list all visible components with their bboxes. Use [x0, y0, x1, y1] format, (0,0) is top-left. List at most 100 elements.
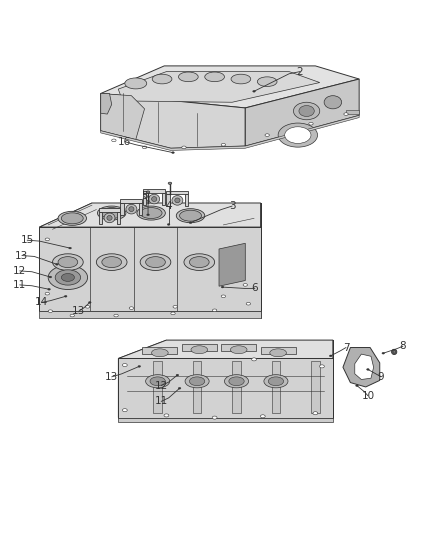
Ellipse shape	[205, 72, 224, 82]
Ellipse shape	[145, 375, 170, 388]
Text: 3: 3	[229, 201, 236, 211]
Polygon shape	[143, 189, 165, 193]
Polygon shape	[99, 212, 102, 224]
Ellipse shape	[164, 414, 169, 417]
Polygon shape	[118, 418, 333, 422]
Ellipse shape	[150, 377, 166, 386]
Polygon shape	[118, 340, 166, 418]
Ellipse shape	[129, 307, 134, 310]
Ellipse shape	[55, 270, 81, 285]
Ellipse shape	[138, 366, 141, 367]
Ellipse shape	[122, 364, 127, 367]
Polygon shape	[166, 340, 333, 398]
Ellipse shape	[172, 152, 174, 154]
Ellipse shape	[176, 209, 205, 223]
Ellipse shape	[107, 215, 112, 220]
Ellipse shape	[221, 295, 226, 297]
Polygon shape	[261, 346, 296, 354]
Ellipse shape	[140, 207, 162, 219]
Ellipse shape	[61, 273, 74, 281]
Polygon shape	[355, 354, 374, 379]
Ellipse shape	[88, 302, 91, 303]
Text: 7: 7	[343, 343, 350, 352]
Polygon shape	[182, 344, 217, 351]
Ellipse shape	[212, 416, 217, 419]
Ellipse shape	[257, 77, 277, 86]
Ellipse shape	[189, 222, 192, 223]
Ellipse shape	[293, 102, 320, 120]
Ellipse shape	[122, 409, 127, 411]
Text: 15: 15	[21, 235, 34, 245]
Ellipse shape	[146, 191, 150, 193]
Polygon shape	[139, 203, 142, 215]
Text: 2: 2	[297, 67, 304, 77]
Text: 16: 16	[118, 136, 131, 147]
Ellipse shape	[48, 288, 50, 290]
Polygon shape	[343, 348, 380, 387]
Ellipse shape	[382, 352, 385, 354]
Ellipse shape	[142, 146, 147, 149]
Polygon shape	[219, 243, 245, 286]
Ellipse shape	[179, 72, 198, 82]
Ellipse shape	[270, 349, 286, 357]
Text: 6: 6	[251, 284, 258, 293]
Ellipse shape	[229, 377, 244, 386]
Ellipse shape	[48, 310, 53, 312]
Ellipse shape	[243, 284, 247, 286]
Ellipse shape	[126, 204, 137, 214]
Polygon shape	[101, 66, 359, 108]
Ellipse shape	[225, 375, 249, 388]
Text: 9: 9	[378, 372, 385, 382]
Polygon shape	[101, 93, 112, 114]
Polygon shape	[346, 110, 359, 114]
Ellipse shape	[53, 254, 83, 270]
Ellipse shape	[114, 314, 118, 317]
Text: 11: 11	[13, 280, 26, 290]
Polygon shape	[166, 194, 170, 206]
Polygon shape	[39, 311, 261, 318]
Ellipse shape	[70, 314, 74, 317]
Polygon shape	[142, 346, 177, 354]
Ellipse shape	[324, 96, 342, 109]
Ellipse shape	[56, 263, 58, 265]
Polygon shape	[39, 203, 261, 227]
Ellipse shape	[97, 206, 126, 220]
Ellipse shape	[148, 194, 159, 204]
Polygon shape	[118, 71, 320, 102]
Text: 12: 12	[13, 266, 26, 276]
Ellipse shape	[265, 134, 269, 136]
Ellipse shape	[344, 113, 348, 115]
Ellipse shape	[96, 254, 127, 270]
Ellipse shape	[393, 351, 395, 353]
Ellipse shape	[182, 146, 186, 149]
Polygon shape	[185, 194, 188, 206]
Ellipse shape	[285, 127, 311, 143]
Ellipse shape	[48, 265, 88, 289]
Ellipse shape	[320, 365, 324, 368]
Ellipse shape	[112, 139, 116, 142]
Ellipse shape	[184, 254, 215, 270]
Ellipse shape	[260, 415, 265, 418]
Ellipse shape	[190, 257, 209, 268]
Ellipse shape	[309, 123, 313, 125]
Polygon shape	[232, 361, 241, 413]
Ellipse shape	[102, 257, 121, 268]
Text: 4: 4	[165, 201, 172, 211]
Polygon shape	[39, 227, 261, 311]
Polygon shape	[118, 340, 333, 359]
Polygon shape	[117, 212, 120, 224]
Ellipse shape	[230, 346, 247, 354]
Polygon shape	[120, 203, 124, 215]
Ellipse shape	[137, 206, 166, 220]
Ellipse shape	[101, 207, 123, 219]
Ellipse shape	[104, 213, 115, 223]
Ellipse shape	[152, 197, 157, 201]
Ellipse shape	[356, 385, 358, 386]
Ellipse shape	[152, 74, 172, 84]
Ellipse shape	[185, 375, 209, 388]
Ellipse shape	[125, 78, 147, 89]
Ellipse shape	[140, 254, 171, 270]
Ellipse shape	[171, 312, 175, 314]
Ellipse shape	[176, 374, 179, 376]
Ellipse shape	[129, 207, 134, 212]
